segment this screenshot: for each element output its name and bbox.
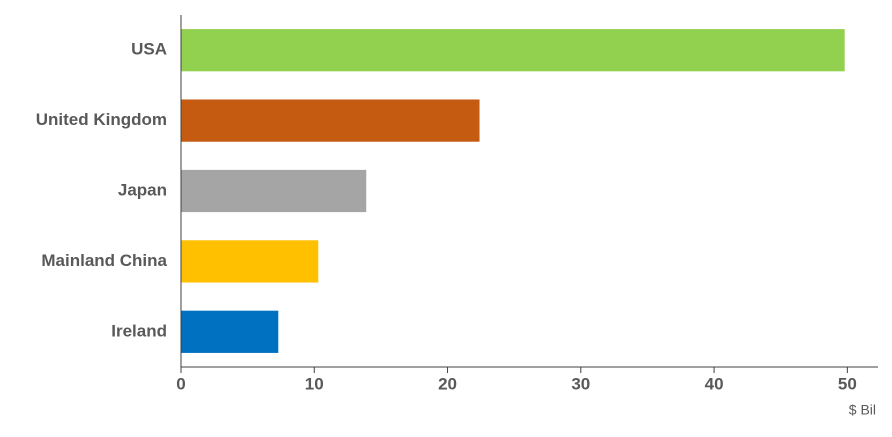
bar xyxy=(181,310,279,353)
y-tick-label: Mainland China xyxy=(41,251,167,270)
y-tick-label: USA xyxy=(131,40,167,59)
bar xyxy=(181,240,319,283)
x-tick-label: 50 xyxy=(838,374,857,393)
x-tick-label: 20 xyxy=(438,374,457,393)
bar xyxy=(181,99,480,142)
x-tick-label: 0 xyxy=(176,374,185,393)
x-axis-label: $ Bil xyxy=(849,402,876,418)
bar xyxy=(181,169,367,213)
bar xyxy=(181,29,845,72)
y-tick-label: United Kingdom xyxy=(36,110,167,129)
x-tick-label: 30 xyxy=(571,374,590,393)
y-tick-label: Ireland xyxy=(111,321,167,340)
x-tick-label: 40 xyxy=(705,374,724,393)
x-tick-label: 10 xyxy=(305,374,324,393)
y-tick-label: Japan xyxy=(118,180,167,199)
